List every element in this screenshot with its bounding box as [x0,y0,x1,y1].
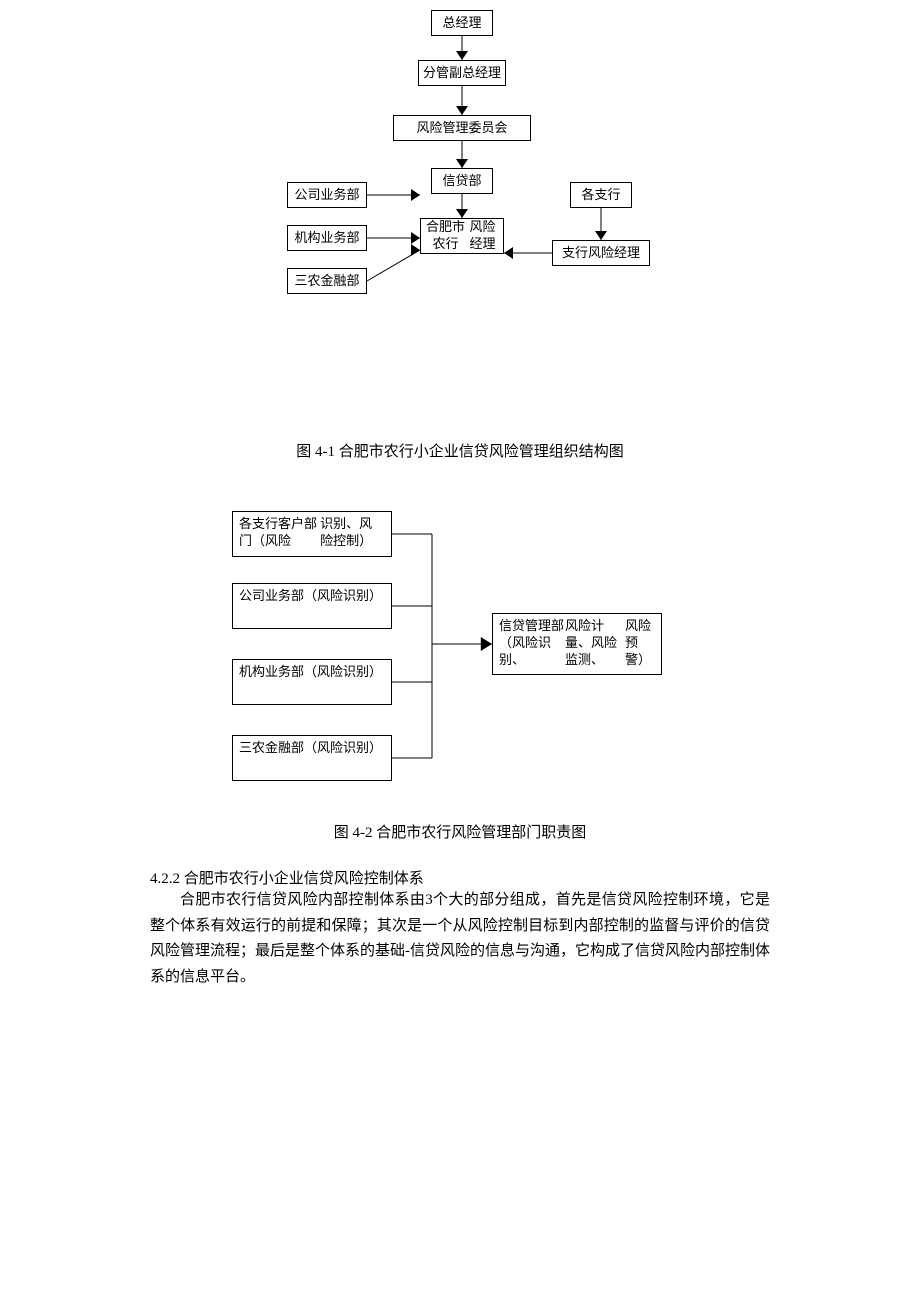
org-node-n7: 三农金融部 [287,268,367,294]
org-node-n6: 机构业务部 [287,225,367,251]
org-node-n2: 分管副总经理 [418,60,506,86]
org-node-n1: 总经理 [431,10,493,36]
org-node-n5: 公司业务部 [287,182,367,208]
section-4-2-2-body: 合肥市农行信贷风险内部控制体系由3个大的部分组成，首先是信贷风险控制环境，它是整… [150,888,770,990]
resp-node-m4: 三农金融部（风险识别） [232,735,392,781]
responsibility-diagram: 各支行客户部门（风险识别、风险控制） 公司业务部（风险识别） 机构业务部（风险识别）… [0,491,920,801]
org-structure-diagram: 总经理分管副总经理风险管理委员会信贷部公司业务部机构业务部三农金融部 合肥市农行风… [0,0,920,410]
page: 总经理分管副总经理风险管理委员会信贷部公司业务部机构业务部三农金融部 合肥市农行风… [0,0,920,990]
figure-4-2-caption: 图 4-2 合肥市农行风险管理部门职责图 [0,821,920,842]
resp-node-m3: 机构业务部（风险识别） [232,659,392,705]
resp-node-m2: 公司业务部（风险识别） [232,583,392,629]
org-node-n4: 信贷部 [431,168,493,194]
org-node-n9: 各支行 [570,182,632,208]
section-4-2-2-heading: 4.2.2 合肥市农行小企业信贷风险控制体系 [150,867,770,888]
resp-node-m5: 信贷管理部（风险识别、风险计量、风险监测、风险预警） [492,613,662,675]
org-node-n3: 风险管理委员会 [393,115,531,141]
org-node-n10: 支行风险经理 [552,240,650,266]
org-node-n8: 合肥市农行风险经理 [420,218,504,254]
resp-node-m1: 各支行客户部门（风险识别、风险控制） [232,511,392,557]
figure-4-1-caption: 图 4-1 合肥市农行小企业信贷风险管理组织结构图 [0,440,920,461]
